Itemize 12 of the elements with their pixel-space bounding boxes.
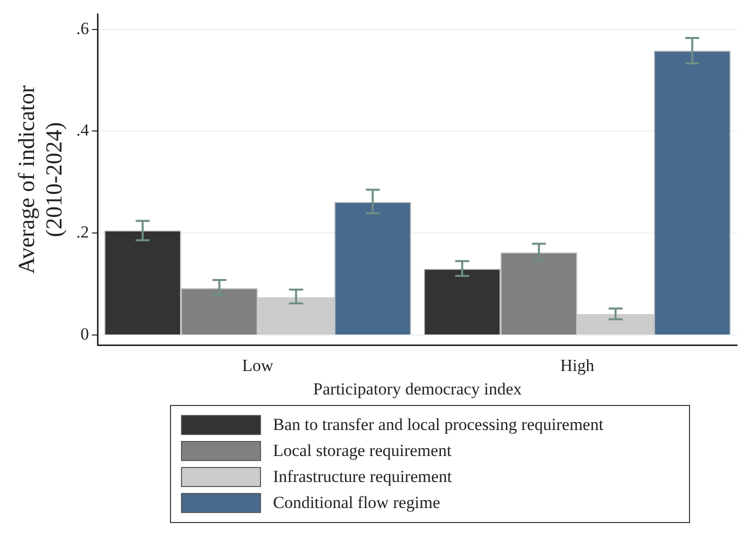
x-tick-label: High <box>560 356 595 375</box>
x-axis-title: Participatory democracy index <box>313 379 522 398</box>
legend-label: Ban to transfer and local processing requirement <box>273 415 604 435</box>
x-tick-label: Low <box>242 356 274 375</box>
legend-label: Infrastructure requirement <box>273 467 452 487</box>
y-axis-title: Average of indicator (2010-2024) <box>14 84 66 274</box>
y-tick-label: .4 <box>76 120 90 140</box>
legend-label: Local storage requirement <box>273 441 452 461</box>
y-tick-label: .2 <box>76 222 89 242</box>
y-tick-label: .6 <box>76 18 89 38</box>
legend-label: Conditional flow regime <box>273 493 440 513</box>
y-tick-label: 0 <box>80 324 89 344</box>
